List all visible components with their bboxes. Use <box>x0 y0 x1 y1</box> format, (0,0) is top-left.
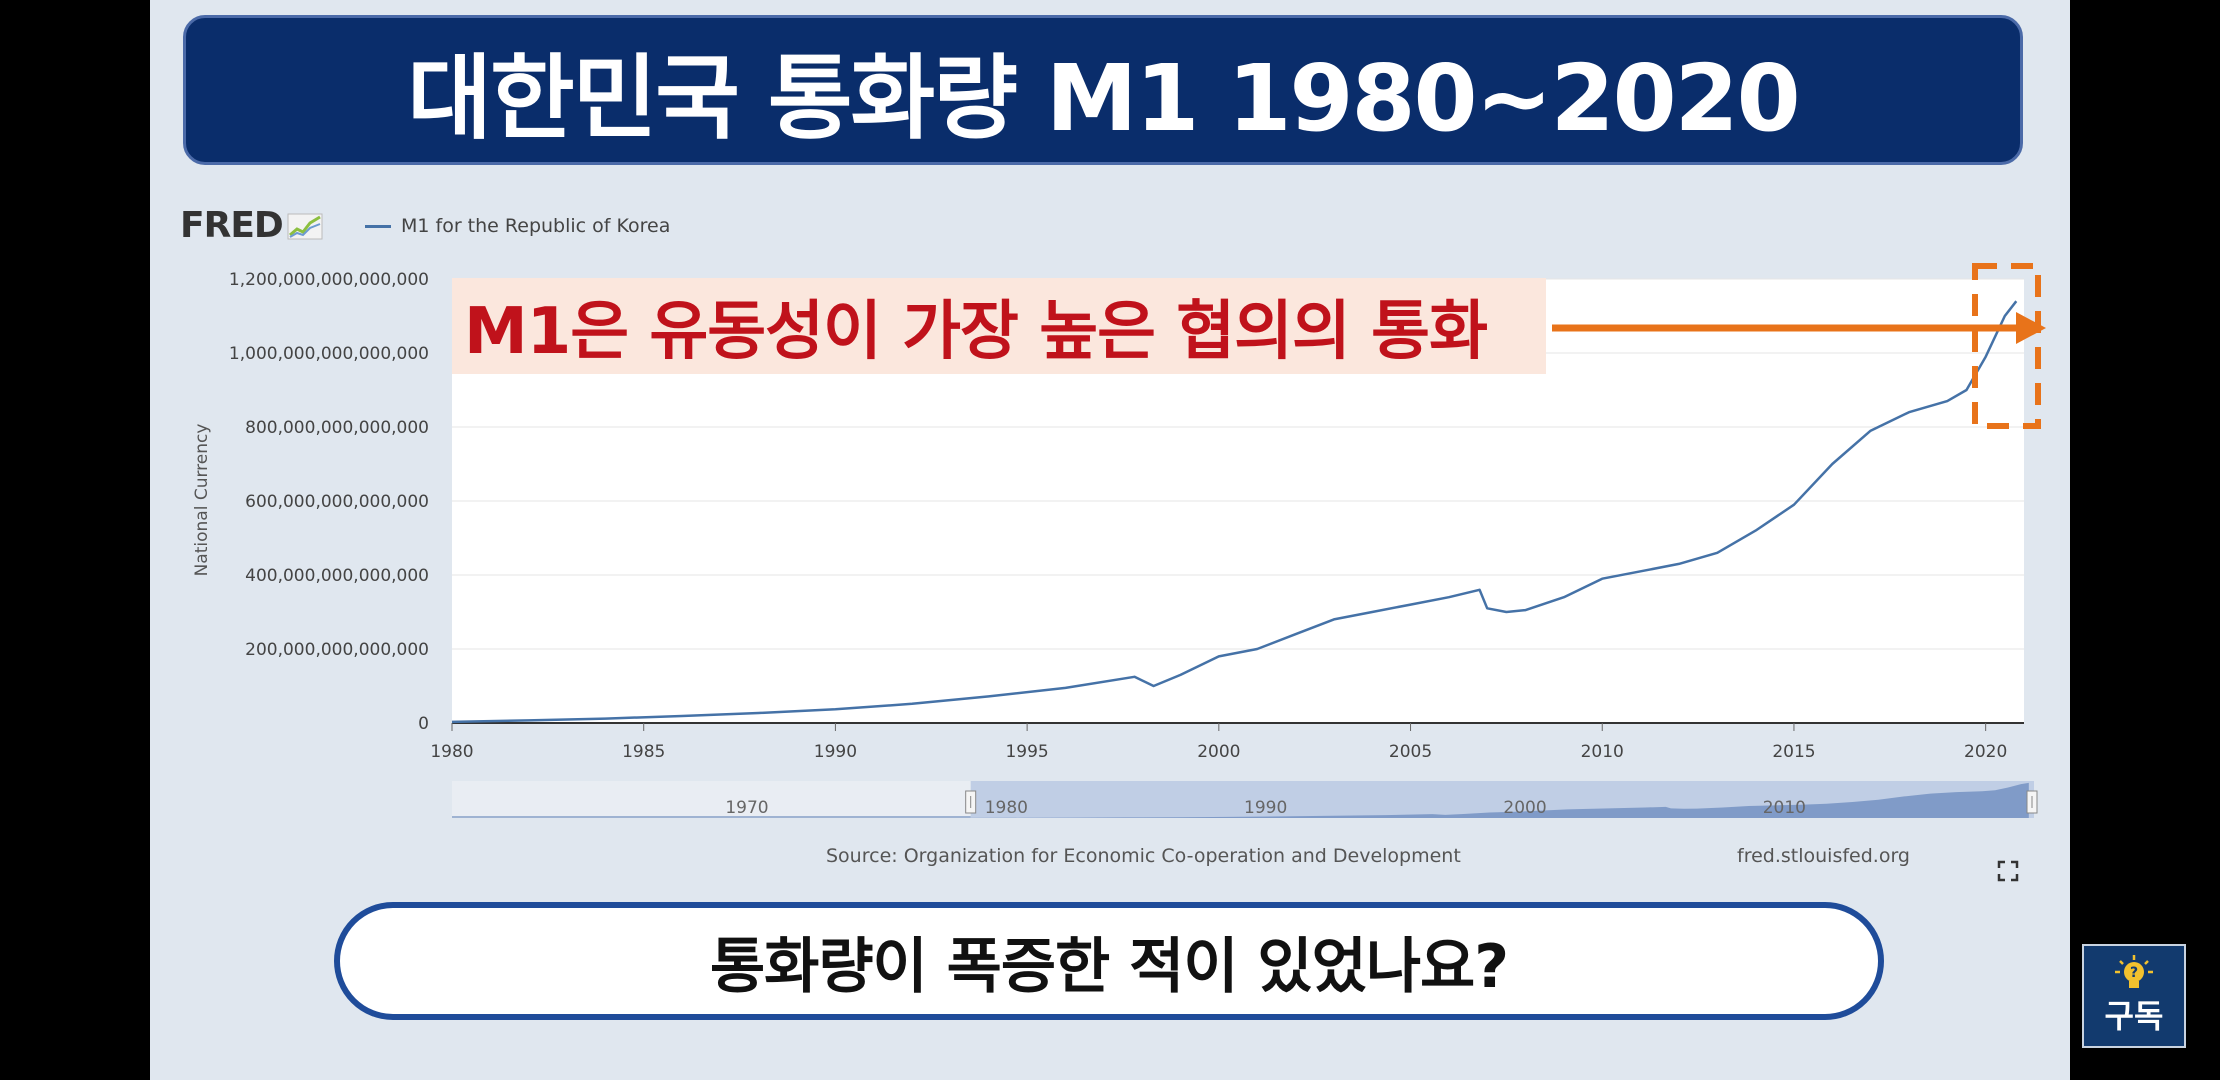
fred-site-link[interactable]: fred.stlouisfed.org <box>1737 845 1910 867</box>
source-note[interactable]: Source: Organization for Economic Co-ope… <box>826 845 1461 867</box>
page-title: 대한민국 통화량 M1 1980~2020 <box>407 44 1800 152</box>
title-banner: 대한민국 통화량 M1 1980~2020 <box>183 15 2023 165</box>
y-tick-label: 0 <box>418 714 429 734</box>
legend-label: M1 for the Republic of Korea <box>401 215 671 237</box>
x-tick-label: 1980 <box>430 742 473 762</box>
x-tick-label: 1995 <box>1005 742 1048 762</box>
fullscreen-icon[interactable] <box>1997 860 2019 882</box>
x-tick-label: 2000 <box>1197 742 1240 762</box>
x-tick-label: 2020 <box>1964 742 2007 762</box>
annotation-text: M1은 유동성이 가장 높은 협의의 통화 <box>464 295 1488 369</box>
fred-chart-icon <box>287 213 323 239</box>
range-navigator[interactable]: 1970 1980 1990 2000 2010 <box>452 781 2038 818</box>
slide-background: 대한민국 통화량 M1 1980~2020 FRED M1 for the Re… <box>150 0 2070 1080</box>
navigator-area <box>970 782 2029 818</box>
subscribe-label: 구독 <box>2104 997 2164 1035</box>
annotation-box: M1은 유동성이 가장 높은 협의의 통화 <box>452 278 1546 374</box>
y-tick-label: 800,000,000,000,000 <box>245 418 429 438</box>
navigator-label: 2000 <box>1503 798 1546 818</box>
navigator-label: 1990 <box>1244 798 1287 818</box>
callout-layer <box>1552 263 2046 429</box>
navigator-label: 1980 <box>985 798 1028 818</box>
chart: 0 200,000,000,000,000 400,000,000,000,000 6… <box>192 263 2046 818</box>
annotation-arrow-head <box>2016 312 2046 344</box>
y-tick-label: 400,000,000,000,000 <box>245 566 429 586</box>
svg-text:?: ? <box>2130 965 2138 981</box>
x-tick-label: 2010 <box>1581 742 1624 762</box>
question-box: 통화량이 폭증한 적이 있었나요? <box>334 902 1884 1020</box>
y-tick-label: 1,000,000,000,000,000 <box>229 344 429 364</box>
y-tick-label: 600,000,000,000,000 <box>245 492 429 512</box>
y-axis-ticks: 0 200,000,000,000,000 400,000,000,000,000 6… <box>229 270 429 734</box>
series-layer <box>451 300 2018 724</box>
legend-swatch <box>365 224 391 228</box>
y-tick-label: 1,200,000,000,000,000 <box>229 270 429 290</box>
y-axis-label: National Currency <box>192 424 212 577</box>
series-line <box>451 300 2018 724</box>
lightbulb-icon: ? <box>2115 955 2153 988</box>
question-text: 통화량이 폭증한 적이 있었나요? <box>709 931 1509 1002</box>
x-tick-label: 2005 <box>1389 742 1432 762</box>
y-tick-label: 200,000,000,000,000 <box>245 640 429 660</box>
x-tick-label: 2015 <box>1772 742 1815 762</box>
chart-legend: M1 for the Republic of Korea <box>365 215 670 237</box>
x-axis-ticks: 1980 1985 1990 1995 2000 2005 2010 2015 2020 <box>430 723 2007 762</box>
subscribe-button[interactable]: ? 구독 <box>2082 944 2186 1048</box>
fred-logo-text: FRED <box>180 205 284 246</box>
x-tick-label: 1990 <box>814 742 857 762</box>
highlight-box <box>1972 263 2041 429</box>
navigator-label: 2010 <box>1763 798 1806 818</box>
fred-logo[interactable]: FRED <box>180 205 325 246</box>
navigator-label: 1970 <box>725 798 768 818</box>
x-tick-label: 1985 <box>622 742 665 762</box>
